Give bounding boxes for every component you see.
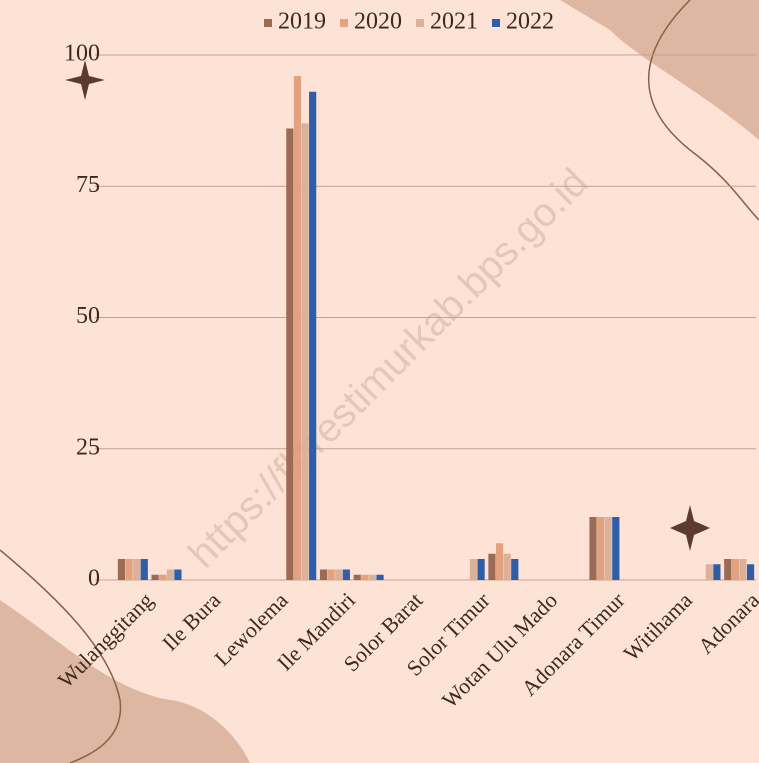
legend-label: 2021	[430, 9, 478, 35]
legend-swatch	[416, 19, 424, 27]
bar	[342, 569, 350, 580]
bar	[705, 564, 713, 580]
bar	[376, 574, 384, 580]
bar	[133, 559, 141, 580]
y-tick-label: 100	[64, 41, 100, 67]
bar	[361, 574, 369, 580]
bar	[301, 123, 309, 580]
bar	[477, 559, 485, 580]
bar	[495, 543, 504, 580]
bar	[731, 559, 739, 580]
legend-label: 2019	[278, 9, 326, 35]
sparkle	[65, 60, 105, 100]
bar	[293, 76, 302, 580]
bar	[597, 517, 605, 580]
bar	[335, 569, 343, 580]
bar	[604, 517, 612, 580]
bar	[174, 569, 182, 580]
y-tick-label: 25	[76, 434, 100, 460]
bar	[503, 553, 511, 580]
bar	[589, 517, 597, 580]
bar	[140, 559, 148, 580]
bar	[309, 91, 317, 580]
legend-label: 2022	[506, 9, 554, 35]
bar	[724, 559, 732, 580]
y-tick-label: 75	[76, 172, 100, 198]
bar	[327, 569, 335, 580]
decor-blob	[560, 0, 759, 140]
y-tick-label: 0	[88, 566, 100, 592]
decor-blob	[0, 600, 250, 763]
legend-swatch	[340, 19, 348, 27]
bar	[746, 564, 755, 580]
bar	[739, 559, 747, 580]
bar	[488, 553, 496, 580]
legend-swatch	[264, 19, 272, 27]
bar	[151, 574, 159, 580]
bar	[117, 559, 126, 580]
bar	[469, 559, 478, 580]
bar	[319, 569, 328, 580]
legend-label: 2020	[354, 9, 402, 35]
sparkle	[670, 505, 710, 551]
y-tick-label: 50	[76, 303, 100, 329]
decor-line	[647, 0, 759, 221]
decor-line	[0, 549, 122, 763]
bar	[166, 569, 174, 580]
bar	[511, 559, 519, 580]
bar	[159, 574, 167, 580]
bar	[286, 128, 294, 580]
bar	[353, 574, 361, 580]
bar	[713, 564, 721, 580]
legend-swatch	[492, 19, 500, 27]
bar	[612, 517, 620, 580]
bar	[125, 559, 133, 580]
bar	[368, 574, 377, 580]
